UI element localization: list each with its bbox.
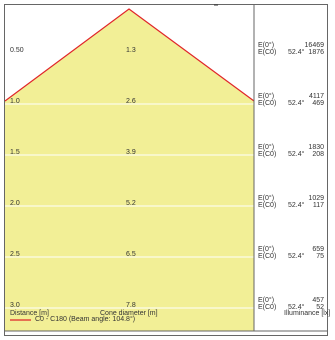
row-e0-value: 457 [312, 297, 324, 304]
illuminance-axis-label: Illuminance [lx] [284, 310, 331, 317]
row-ec0-value: 75 [316, 253, 324, 260]
row-e0-value: 16469 [304, 42, 324, 49]
row-ec0-label: E(C0) [258, 100, 277, 107]
row-e0-label: E(0°) [258, 195, 275, 202]
row-ec0-label: E(C0) [258, 253, 277, 260]
row-angle: 52.4° [288, 49, 305, 56]
row-e0-value: 659 [312, 246, 324, 253]
row-ec0-value: 1876 [308, 49, 324, 56]
cone-body-fill [5, 101, 254, 331]
row-diameter: 3.9 [126, 149, 136, 156]
row-distance: 0.50 [10, 47, 24, 54]
row-distance: 1.0 [10, 98, 20, 105]
row-angle: 52.4° [288, 202, 305, 209]
row-angle: 52.4° [288, 304, 305, 311]
row-diameter: 6.5 [126, 251, 136, 258]
row-diameter: 5.2 [126, 200, 136, 207]
row-distance: 3.0 [10, 302, 20, 309]
row-ec0-label: E(C0) [258, 151, 277, 158]
row-ec0-value: 208 [312, 151, 324, 158]
row-e0-value: 1029 [308, 195, 324, 202]
row-distance: 2.5 [10, 251, 20, 258]
cone-top-fill [5, 9, 254, 101]
row-ec0-value: 117 [312, 202, 324, 209]
row-diameter: 1.3 [126, 47, 136, 54]
row-ec0-value: 52 [316, 304, 324, 311]
distance-axis-label: Distance [m] [10, 310, 49, 317]
row-distance: 1.5 [10, 149, 20, 156]
row-e0-value: 1830 [308, 144, 324, 151]
row-ec0-value: 469 [312, 100, 324, 107]
row-ec0-label: E(C0) [258, 202, 277, 209]
row-angle: 52.4° [288, 151, 305, 158]
legend-label: C0 - C180 (Beam angle: 104.8°) [35, 316, 136, 323]
row-ec0-label: E(C0) [258, 49, 277, 56]
row-e0-label: E(0°) [258, 297, 275, 304]
cone-diagram-frame [4, 4, 328, 336]
row-distance: 2.0 [10, 200, 20, 207]
row-angle: 52.4° [288, 253, 305, 260]
row-ec0-label: E(C0) [258, 304, 277, 311]
row-e0-label: E(0°) [258, 42, 275, 49]
row-e0-label: E(0°) [258, 246, 275, 253]
row-e0-value: 4117 [308, 93, 324, 100]
row-diameter: 2.6 [126, 98, 136, 105]
row-diameter: 7.8 [126, 302, 136, 309]
cone-edge-line [4, 8, 255, 102]
row-e0-label: E(0°) [258, 144, 275, 151]
row-e0-label: E(0°) [258, 93, 275, 100]
diameter-axis-label: Cone diameter [m] [100, 310, 158, 317]
row-angle: 52.4° [288, 100, 305, 107]
cone-bands [5, 52, 254, 331]
